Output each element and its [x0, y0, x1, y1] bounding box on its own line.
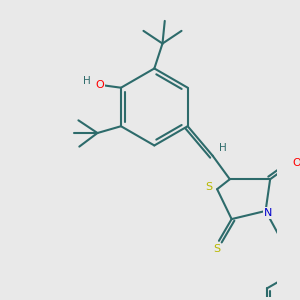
Text: N: N: [264, 208, 272, 218]
Text: H: H: [83, 76, 91, 86]
Text: S: S: [213, 244, 220, 254]
Text: S: S: [206, 182, 212, 192]
Text: H: H: [219, 142, 226, 152]
Text: O: O: [292, 158, 300, 168]
Text: O: O: [95, 80, 104, 89]
